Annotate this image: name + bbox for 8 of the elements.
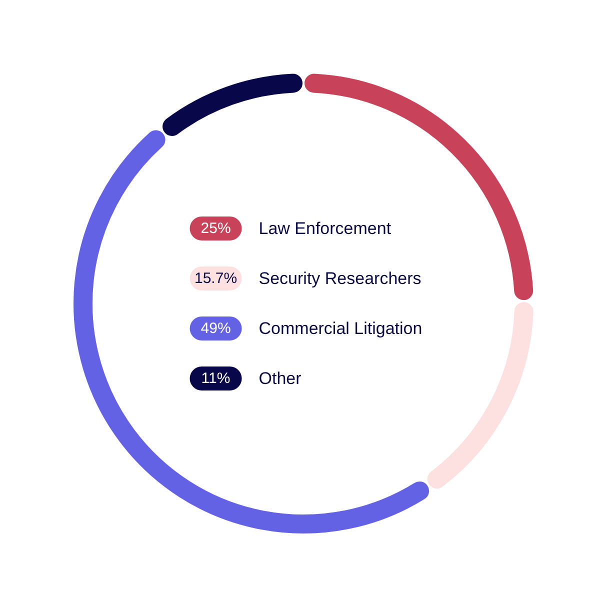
data-label: 25% bbox=[200, 220, 231, 237]
data-label: 49% bbox=[200, 320, 231, 337]
legend-label: Security Researchers bbox=[258, 269, 422, 288]
data-label: 15.7% bbox=[194, 270, 238, 287]
data-label: 11% bbox=[201, 370, 230, 387]
legend-label: Law Enforcement bbox=[258, 219, 392, 238]
legend-label: Commercial Litigation bbox=[258, 319, 422, 338]
legend-label: Other bbox=[258, 369, 302, 388]
